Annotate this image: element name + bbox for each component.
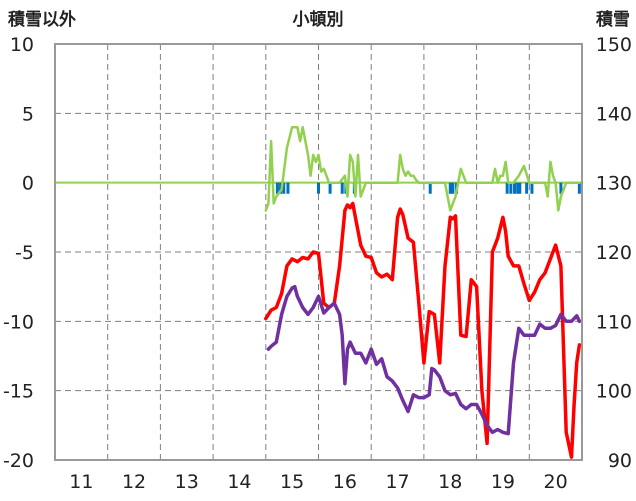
y-right-tick: 140 bbox=[596, 103, 632, 125]
x-tick: 13 bbox=[175, 471, 199, 493]
blue-bar bbox=[328, 182, 332, 194]
y-right-tick: 90 bbox=[608, 450, 632, 472]
series-line-0 bbox=[264, 201, 582, 459]
y-right-tick: 110 bbox=[596, 311, 632, 333]
blue-bar bbox=[505, 182, 509, 194]
blue-bar bbox=[577, 182, 581, 194]
blue-bar bbox=[282, 182, 286, 194]
x-tick: 19 bbox=[491, 471, 515, 493]
y-right-label: 積雪 bbox=[596, 9, 630, 30]
y-right-tick: 120 bbox=[596, 242, 632, 264]
x-tick: 12 bbox=[122, 471, 146, 493]
blue-bar bbox=[448, 182, 452, 194]
x-tick: 17 bbox=[385, 471, 409, 493]
blue-bars bbox=[275, 182, 581, 194]
plot-frame bbox=[54, 43, 583, 461]
blue-bar bbox=[525, 182, 529, 194]
blue-bar bbox=[317, 182, 320, 194]
chart-title: 小頓別 bbox=[293, 10, 344, 30]
y-right-ticks: 150 140 130 120 110 100 90 bbox=[596, 34, 632, 472]
y-left-tick: 10 bbox=[10, 34, 34, 56]
y-left-tick: 5 bbox=[22, 103, 34, 125]
x-tick: 11 bbox=[69, 471, 93, 493]
series-lines bbox=[264, 125, 582, 459]
blue-bar bbox=[286, 182, 290, 194]
x-tick: 15 bbox=[280, 471, 304, 493]
blue-bar bbox=[275, 182, 279, 194]
blue-bar bbox=[518, 182, 522, 194]
series-line-2 bbox=[264, 125, 581, 212]
y-left-tick: -10 bbox=[3, 311, 34, 333]
blue-bar bbox=[513, 182, 517, 194]
y-right-tick: 130 bbox=[596, 173, 632, 195]
y-left-ticks: 10 5 0 -5 -10 -15 -20 bbox=[3, 34, 34, 472]
blue-bar bbox=[428, 182, 432, 194]
x-tick: 16 bbox=[333, 471, 357, 493]
blue-bar bbox=[530, 182, 534, 194]
blue-bar bbox=[516, 182, 520, 194]
blue-bar bbox=[509, 182, 513, 194]
x-tick: 20 bbox=[544, 471, 568, 493]
y-left-tick: -15 bbox=[3, 381, 34, 403]
y-right-tick: 100 bbox=[596, 381, 632, 403]
y-left-tick: -20 bbox=[3, 450, 34, 472]
y-right-tick: 150 bbox=[596, 34, 632, 56]
x-ticks: 11 12 13 14 15 16 17 18 19 20 bbox=[69, 471, 567, 493]
blue-bar bbox=[559, 182, 563, 194]
y-left-label: 積雪以外 bbox=[8, 9, 76, 30]
blue-bar bbox=[340, 182, 344, 194]
blue-bar bbox=[451, 182, 455, 194]
series-line-1 bbox=[266, 284, 582, 436]
x-tick: 14 bbox=[227, 471, 251, 493]
y-left-tick: 0 bbox=[22, 173, 34, 195]
y-left-tick: -5 bbox=[15, 242, 34, 264]
x-tick: 18 bbox=[438, 471, 462, 493]
